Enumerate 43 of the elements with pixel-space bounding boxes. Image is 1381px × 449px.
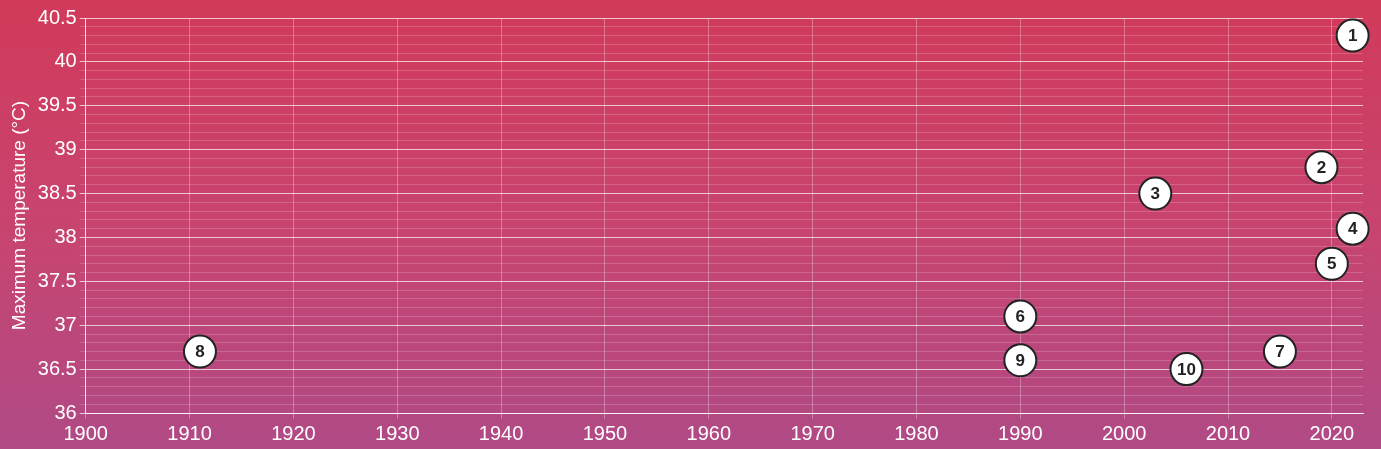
y-tick-label: 36 [54, 400, 77, 423]
point [1304, 150, 1339, 185]
annotation: 1 [1347, 26, 1358, 46]
y-tick-label: 36.5 [37, 356, 77, 379]
y-tick-label: 38 [54, 224, 77, 247]
point [182, 334, 217, 369]
annotation: 8 [195, 342, 205, 362]
point [1314, 246, 1349, 281]
annotation: 4 [1347, 219, 1358, 239]
annotation: 6 [1015, 307, 1026, 327]
x-tick-label: 1980 [894, 421, 939, 444]
point [1138, 176, 1173, 211]
x-tick-label: 1910 [167, 421, 212, 444]
x-tick-label: 1970 [790, 421, 835, 444]
y-tick-label: 40.5 [37, 5, 77, 28]
annotation: 10 [1177, 359, 1196, 379]
annotation: 3 [1150, 184, 1161, 204]
x-tick-label: 1920 [271, 421, 316, 444]
x-tick-label: 1950 [582, 421, 628, 444]
point [1003, 343, 1038, 378]
x-tick-label: 1960 [686, 421, 732, 444]
x-tick-label: 1930 [375, 421, 420, 444]
x-tick-label: 1940 [478, 421, 524, 444]
point [1003, 299, 1038, 334]
annotation: 5 [1327, 254, 1337, 274]
x-tick-label: 2010 [1205, 421, 1251, 444]
annotation: 7 [1275, 342, 1285, 362]
point [1335, 18, 1370, 53]
x-tick-label: 1990 [998, 421, 1043, 444]
point [1335, 211, 1370, 246]
y-tick-label: 39.5 [37, 93, 77, 116]
x-tick-label: 2020 [1309, 421, 1355, 444]
point [1262, 334, 1297, 369]
annotation: 2 [1316, 157, 1327, 177]
y-tick-label: 37.5 [37, 268, 77, 291]
y-tick-label: 38.5 [37, 181, 77, 204]
annotation: 9 [1015, 351, 1026, 371]
x-tick-label: 1900 [63, 421, 108, 444]
y-tick-label: 40 [54, 49, 77, 72]
x-tick-label: 2000 [1101, 421, 1147, 444]
y-axis-title: Maximum temperature (°C) [7, 100, 29, 331]
y-tick-label: 39 [54, 137, 77, 160]
y-tick-label: 37 [54, 312, 77, 335]
